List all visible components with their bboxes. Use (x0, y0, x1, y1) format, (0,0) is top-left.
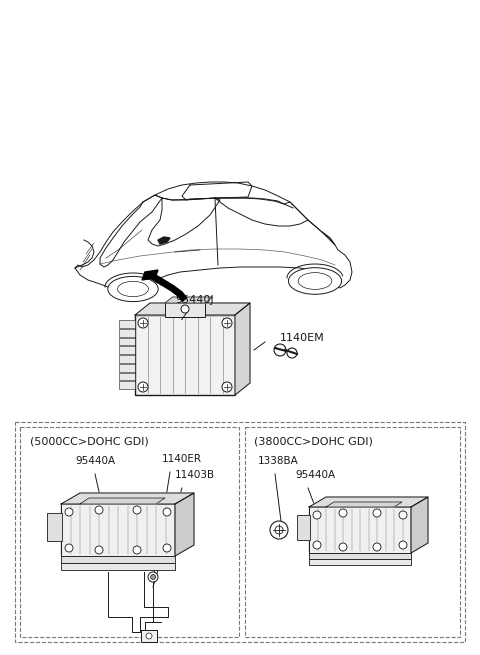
Bar (309, 553, 411, 559)
Circle shape (95, 506, 103, 514)
Bar (119, 355, 135, 363)
Polygon shape (142, 270, 158, 280)
Circle shape (138, 382, 148, 392)
Circle shape (373, 543, 381, 551)
Ellipse shape (108, 276, 158, 301)
Bar (15, 422, 465, 642)
Circle shape (222, 318, 232, 328)
Circle shape (65, 508, 73, 516)
Text: 11403B: 11403B (175, 470, 215, 480)
Circle shape (138, 318, 148, 328)
Text: 95440A: 95440A (75, 456, 115, 466)
Circle shape (339, 543, 347, 551)
Polygon shape (326, 502, 402, 507)
Bar (119, 346, 135, 354)
Circle shape (133, 506, 141, 514)
Bar (61, 504, 175, 556)
Text: (5000CC>DOHC GDI): (5000CC>DOHC GDI) (30, 437, 149, 447)
Circle shape (222, 382, 232, 392)
Bar (165, 303, 205, 317)
Ellipse shape (298, 272, 332, 290)
Circle shape (399, 511, 407, 519)
Circle shape (373, 509, 381, 517)
Circle shape (151, 574, 156, 580)
Text: 1140EM: 1140EM (280, 333, 325, 343)
Bar (61, 556, 175, 563)
Circle shape (146, 633, 152, 639)
Circle shape (163, 508, 171, 516)
Text: 95440J: 95440J (176, 295, 214, 305)
Polygon shape (135, 303, 250, 315)
Polygon shape (158, 237, 170, 244)
Bar (309, 507, 411, 553)
Polygon shape (411, 497, 428, 553)
Polygon shape (175, 493, 194, 556)
Circle shape (270, 521, 288, 539)
Bar (119, 381, 135, 389)
Text: 95440A: 95440A (295, 470, 335, 480)
Bar (20, 427, 239, 637)
Ellipse shape (118, 281, 148, 297)
Circle shape (275, 526, 283, 534)
Bar (119, 329, 135, 337)
Text: 1140ER: 1140ER (162, 454, 202, 464)
Polygon shape (61, 493, 194, 504)
Circle shape (274, 344, 286, 356)
Circle shape (339, 509, 347, 517)
Polygon shape (80, 498, 165, 504)
Circle shape (313, 541, 321, 549)
Circle shape (181, 305, 189, 313)
Bar (61, 563, 175, 570)
Bar (119, 320, 135, 328)
Circle shape (95, 546, 103, 554)
Circle shape (287, 348, 297, 358)
Bar (245, 427, 460, 637)
Bar (297, 515, 310, 540)
Bar (119, 373, 135, 381)
Bar (309, 559, 411, 565)
Polygon shape (235, 303, 250, 395)
Text: (3800CC>DOHC GDI): (3800CC>DOHC GDI) (254, 437, 373, 447)
Circle shape (313, 511, 321, 519)
Circle shape (399, 541, 407, 549)
Bar (119, 364, 135, 371)
Ellipse shape (288, 268, 342, 294)
Bar (47, 513, 62, 541)
Bar (119, 337, 135, 345)
Circle shape (133, 546, 141, 554)
Text: 1338BA: 1338BA (258, 456, 299, 466)
Bar (141, 630, 157, 642)
Circle shape (65, 544, 73, 552)
Polygon shape (165, 297, 213, 303)
Bar (135, 315, 235, 395)
Polygon shape (309, 497, 428, 507)
Circle shape (148, 572, 158, 582)
Circle shape (163, 544, 171, 552)
